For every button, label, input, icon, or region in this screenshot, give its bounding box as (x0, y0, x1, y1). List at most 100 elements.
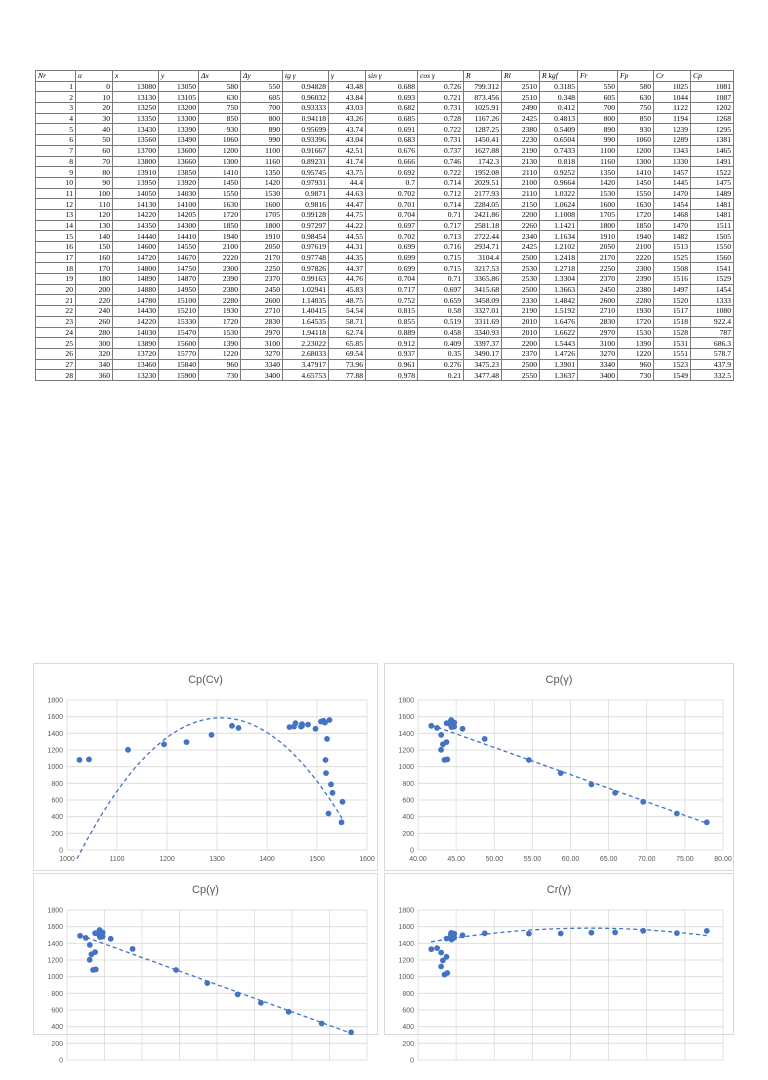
table-cell: 1720 (198, 315, 241, 328)
table-cell: 7 (35, 144, 76, 157)
table-cell: 13560 (112, 134, 159, 146)
table-cell: 65.85 (328, 337, 366, 349)
table-cell: 2284.05 (463, 198, 502, 210)
table-row: 9 80 13910 13850 1410 1350 0.95745 43.75 0.692 0.… (35, 166, 734, 178)
table-cell: 0.701 (365, 198, 418, 210)
table-cell: 850 (198, 112, 241, 125)
table-cell: 1295 (690, 123, 734, 136)
table-cell: 1.94118 (282, 326, 329, 339)
table-cell: 0.704 (365, 208, 418, 221)
table-cell: 0.722 (417, 166, 464, 178)
table-cell: 2100 (501, 176, 540, 189)
table-cell: 1513 (653, 241, 691, 253)
data-point (86, 942, 93, 948)
table-cell: 130 (75, 219, 113, 232)
table-cell: 1160 (240, 155, 283, 168)
table-cell: 13050 (158, 80, 199, 93)
table-cell: 2530 (501, 273, 540, 285)
table-cell: 2170 (577, 251, 618, 264)
table-cell: 62.74 (328, 326, 366, 339)
data-point (438, 963, 444, 970)
table-cell: 3100 (240, 337, 283, 349)
table-cell: 0.815 (365, 305, 418, 317)
table-cell: 1060 (198, 134, 241, 146)
chart-cp-cv-svg: Cp(Cv) 0 200 400 600 800 1000 1200 1400 1600 1800 1… (47, 674, 374, 863)
table-cell: 14030 (158, 187, 199, 200)
table-cell: 0.685 (365, 112, 418, 125)
table-row: 27 340 13460 15840 960 3340 3.47917 73.96 0.961 0… (35, 358, 734, 371)
table-cell: 1520 (653, 294, 691, 307)
table-cell: 1450 (617, 176, 654, 189)
table-cell: 26 (35, 347, 76, 360)
table-cell: 1087 (690, 91, 734, 104)
data-point (434, 725, 440, 731)
table-row: 15 140 14440 14410 1940 1910 0.98454 44.55 0.702… (35, 230, 734, 242)
column-header: Fp (617, 70, 654, 82)
data-point (329, 789, 336, 796)
table-cell: 800 (240, 112, 283, 125)
table-cell: 13430 (112, 123, 159, 136)
table-cell: 1300 (617, 155, 654, 168)
table-cell: 1930 (617, 305, 654, 317)
data-point (674, 810, 680, 817)
table-cell: 1.02941 (282, 283, 329, 296)
table-cell: 1194 (653, 112, 691, 125)
data-point (526, 930, 532, 937)
table-cell: 1491 (690, 155, 734, 168)
table-cell: 1930 (198, 305, 241, 317)
table-cell: 700 (240, 102, 283, 114)
table-cell: 14030 (112, 326, 159, 339)
table-cell: 1630 (198, 198, 241, 210)
data-point (305, 721, 311, 728)
table-cell: 2500 (501, 358, 540, 371)
table-cell: 3365.86 (463, 273, 502, 285)
table-cell: 0.912 (365, 337, 418, 349)
table-cell: 260 (75, 315, 113, 328)
table-cell: 1390 (198, 337, 241, 349)
table-cell: 3340 (577, 358, 618, 371)
table-cell: 1330 (653, 155, 691, 168)
table-cell: 44.35 (328, 251, 366, 264)
table-cell: 1450.41 (463, 134, 502, 146)
table-cell: 630 (198, 91, 241, 104)
table-cell: 2530 (501, 262, 540, 275)
table-cell: 1497 (653, 283, 691, 296)
table-cell: 15770 (158, 347, 199, 360)
table-cell: 1.0624 (539, 198, 578, 210)
table-cell: 2830 (577, 315, 618, 328)
table-cell: 0.3185 (539, 80, 578, 93)
table-cell: 1060 (617, 134, 654, 146)
table-cell: 850 (617, 112, 654, 125)
table-cell: 6 (35, 134, 76, 146)
data-point (173, 967, 180, 973)
table-cell: 2050 (577, 241, 618, 253)
table-cell: 1300 (198, 155, 241, 168)
table-cell: 3458.09 (463, 294, 502, 307)
table-cell: 14100 (158, 198, 199, 210)
table-cell: 1343 (653, 144, 691, 157)
table-cell: 2490 (501, 102, 540, 114)
table-cell: 3270 (577, 347, 618, 360)
table-cell: 1468 (653, 208, 691, 221)
data-point (338, 819, 345, 826)
table-cell: 13850 (158, 166, 199, 178)
table-cell: 1454 (690, 283, 734, 296)
table-cell: 14050 (112, 187, 159, 200)
table-cell: 686.3 (690, 337, 734, 349)
table-cell: 1529 (690, 273, 734, 285)
table-cell: 2510 (501, 91, 540, 104)
table-row: 2 10 13130 13105 630 605 0.96032 43.84 0.693 0.72… (35, 91, 734, 104)
table-cell: 13300 (158, 112, 199, 125)
table-cell: 43.26 (328, 112, 366, 125)
data-point (526, 757, 532, 763)
table-body: 1 0 13080 13050 580 550 0.94828 43.48 0.688 0.726… (35, 80, 734, 381)
table-cell: 1850 (198, 219, 241, 232)
table-cell: 1268 (690, 112, 734, 125)
table-cell: 240 (75, 305, 113, 317)
table-cell: 0.691 (365, 123, 418, 136)
table-cell: 0.978 (365, 369, 418, 381)
table-cell: 0.98454 (282, 230, 329, 242)
column-header: sin γ (365, 70, 418, 82)
table-cell: 1167.26 (463, 112, 502, 125)
y-tick-label: 1400 (398, 941, 414, 948)
